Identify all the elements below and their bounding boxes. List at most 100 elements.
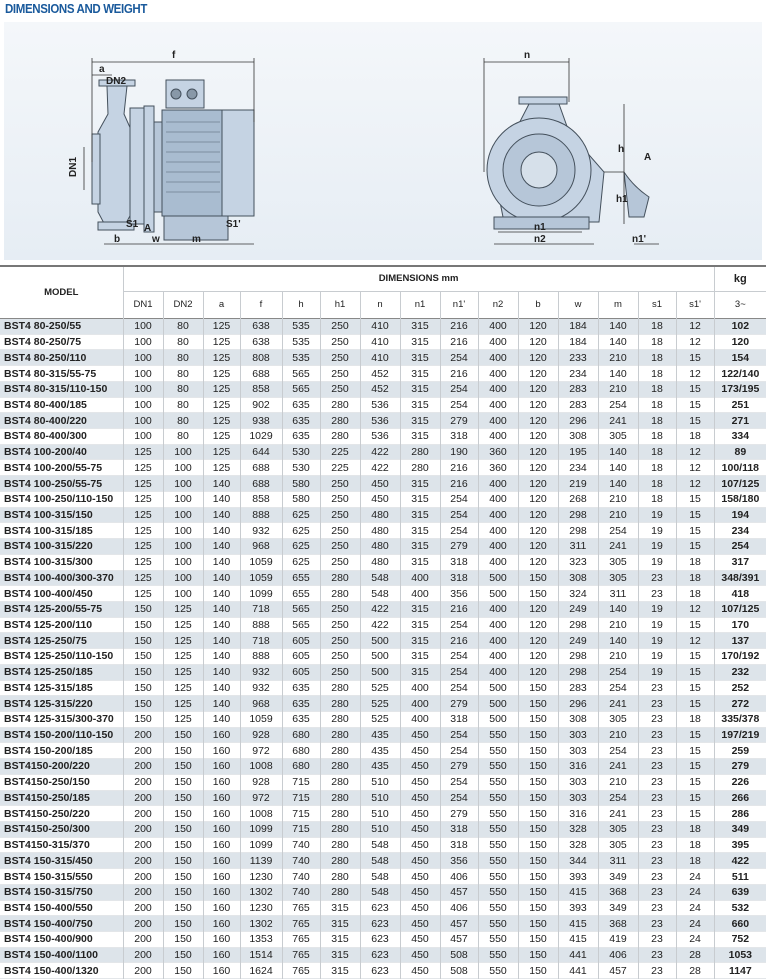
model-cell: BST4 100-250/55-75	[4, 477, 103, 490]
dimension-cell: 548	[359, 868, 400, 885]
dimension-cell: 548	[359, 585, 400, 602]
dimension-cell: 450	[399, 727, 440, 743]
dimension-cell: 23	[637, 585, 676, 602]
dimension-cell: 200	[122, 821, 163, 838]
dimension-cell: 216	[439, 318, 478, 335]
dimension-cell: 19	[637, 648, 676, 665]
dimension-cell: 280	[319, 727, 360, 743]
dimension-cell: 315	[399, 664, 440, 681]
dimension-cell: 100	[122, 397, 163, 413]
model-cell: BST4 150-400/900	[4, 933, 93, 946]
dimension-cell: 400	[399, 680, 440, 696]
dimension-cell: 400	[477, 507, 518, 523]
dimension-cell: 250	[319, 632, 360, 649]
dimension-cell: 125	[162, 632, 203, 649]
dimension-cell: 140	[597, 334, 638, 350]
dimension-cell: 450	[399, 821, 440, 838]
dimension-cell: 23	[637, 900, 676, 916]
weight-cell: 122/140	[713, 365, 766, 382]
dimension-cell: 23	[637, 915, 676, 932]
dimension-cell: 125	[202, 381, 240, 398]
dimension-cell: 280	[319, 805, 360, 822]
weight-cell: 252	[713, 680, 766, 696]
dimension-cell: 316	[557, 805, 598, 822]
dimension-cell: 200	[122, 868, 163, 885]
dimension-cell: 550	[477, 884, 518, 901]
dimension-cell: 1302	[239, 915, 282, 932]
label-n1: n1	[534, 222, 546, 233]
dimension-cell: 225	[319, 459, 360, 476]
dimension-cell: 308	[557, 428, 598, 445]
dimension-cell: 280	[319, 585, 360, 602]
dimension-cell: 548	[359, 852, 400, 869]
dimension-cell: 254	[439, 790, 478, 806]
dimension-cell: 718	[239, 601, 282, 618]
table-row: BST4 100-315/150 125 100 140 888 625 250 480 315…	[0, 507, 766, 523]
dimension-cell: 928	[239, 727, 282, 743]
dimension-cell: 140	[597, 459, 638, 476]
model-cell: BST4 125-200/55-75	[4, 603, 103, 616]
dimension-cell: 450	[399, 837, 440, 853]
dimension-cell: 18	[637, 428, 676, 445]
dimension-cell: 1008	[239, 758, 282, 775]
dimension-cell: 23	[637, 931, 676, 948]
table-row: BST4150-200/220 200 150 160 1008 680 280 435 450…	[0, 758, 766, 775]
dimension-cell: 400	[477, 349, 518, 366]
dimension-cell: 125	[162, 711, 203, 728]
weight-cell: 271	[713, 412, 766, 429]
dimension-cell: 140	[597, 601, 638, 618]
dimension-cell: 150	[517, 884, 558, 901]
dimension-cell: 241	[597, 805, 638, 822]
dimension-cell: 315	[399, 507, 440, 523]
dimension-cell: 315	[319, 962, 360, 979]
model-cell: BST4 100-250/110-150	[4, 493, 114, 506]
dimension-cell: 24	[675, 931, 715, 948]
dimension-cell: 125	[122, 459, 163, 476]
dimension-cell: 150	[162, 884, 203, 901]
dimension-cell: 15	[675, 805, 715, 822]
model-cell: BST4150-250/300	[4, 823, 90, 836]
dimension-cell: 550	[477, 821, 518, 838]
table-row: BST4 125-315/185 150 125 140 932 635 280 525 400…	[0, 680, 766, 696]
dimension-cell: 100	[122, 428, 163, 445]
dimension-cell: 19	[637, 617, 676, 633]
dimension-cell: 12	[675, 475, 715, 492]
label-n1-prime: n1'	[632, 234, 646, 245]
dimension-cell: 450	[399, 790, 440, 806]
dimension-cell: 318	[439, 428, 478, 445]
weight-cell: 107/125	[713, 601, 766, 618]
dimension-cell: 550	[477, 837, 518, 853]
dimension-cell: 100	[122, 318, 163, 335]
table-row: BST4 80-250/55 100 80 125 638 535 250 410 315 216…	[0, 318, 766, 335]
dimension-cell: 184	[557, 318, 598, 335]
dimension-cell: 125	[202, 444, 240, 460]
dimension-cell: 18	[637, 459, 676, 476]
dimension-cell: 500	[359, 664, 400, 681]
dimension-cell: 280	[319, 884, 360, 901]
dimension-cell: 858	[239, 381, 282, 398]
dimension-cell: 422	[359, 444, 400, 460]
dimension-cell: 344	[557, 852, 598, 869]
dimension-cell: 125	[122, 475, 163, 492]
dimension-cell: 125	[162, 601, 203, 618]
dimension-cell: 100	[162, 570, 203, 586]
dimension-cell: 315	[399, 412, 440, 429]
dimension-cell: 435	[359, 727, 400, 743]
dimension-cell: 305	[597, 428, 638, 445]
dimension-cell: 280	[319, 790, 360, 806]
table-row: BST4 80-315/110-150 100 80 125 858 565 250 452 3…	[0, 381, 766, 398]
dimension-cell: 400	[399, 570, 440, 586]
dimension-cell: 216	[439, 475, 478, 492]
dimension-cell: 324	[557, 585, 598, 602]
dimension-cell: 548	[359, 884, 400, 901]
dimension-cell: 808	[239, 349, 282, 366]
model-cell: BST4 150-315/750	[4, 886, 93, 899]
weight-cell: 89	[713, 444, 766, 460]
label-a-detail: A	[644, 152, 651, 163]
dimension-cell: 305	[597, 711, 638, 728]
dimension-cell: 535	[281, 334, 320, 350]
dimension-cell: 480	[359, 522, 400, 539]
dimension-cell: 23	[637, 805, 676, 822]
table-row: BST4 150-400/1100 200 150 160 1514 765 315 623 4…	[0, 947, 766, 963]
dimension-cell: 150	[162, 900, 203, 916]
